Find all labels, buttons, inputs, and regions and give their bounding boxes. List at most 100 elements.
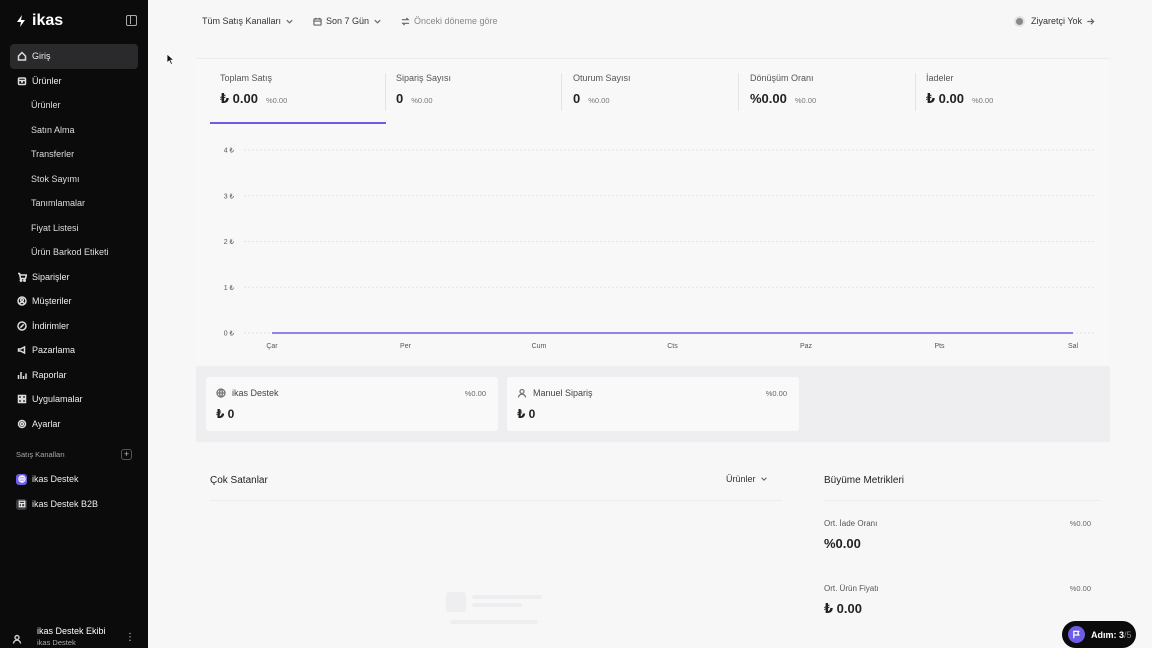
- logo-text: ikas: [32, 12, 64, 29]
- apps-icon: [16, 394, 27, 405]
- stat-change: %0.00: [588, 96, 610, 105]
- y-tick-label: 3 ₺: [224, 192, 235, 200]
- sidebar-collapse-icon[interactable]: [126, 15, 137, 26]
- compare-button[interactable]: Önceki döneme göre: [395, 8, 504, 34]
- x-tick-label: Paz: [800, 343, 813, 350]
- user-menu[interactable]: ikas Destek Ekibi ikas Destek ⋮: [12, 626, 136, 647]
- flag-icon: [1068, 626, 1085, 643]
- sidebar-item-12[interactable]: Pazarlama: [10, 338, 138, 363]
- mouse-cursor-icon: [166, 53, 175, 66]
- channel-ikas-destek-b2b[interactable]: ikas Destek B2B: [16, 496, 98, 512]
- sidebar-item-2[interactable]: Ürünler: [10, 93, 138, 118]
- best-sellers-filter-label: Ürünler: [726, 474, 756, 484]
- stat-session-count[interactable]: Oturum Sayısı 0 %0.00: [573, 73, 631, 113]
- sidebar-item-6[interactable]: Tanımlamalar: [10, 191, 138, 216]
- stat-label: Dönüşüm Oranı: [750, 73, 814, 83]
- sidebar-item-4[interactable]: Transferler: [10, 142, 138, 167]
- card-value: ₺ 0: [216, 407, 235, 421]
- channels-title: Satış Kanalları: [16, 450, 65, 459]
- card-value: ₺ 0: [517, 407, 536, 421]
- stat-returns[interactable]: İadeler ₺ 0.00 %0.00: [926, 73, 993, 113]
- box-icon: [16, 75, 27, 86]
- sidebar-item-1[interactable]: Ürünler: [10, 69, 138, 94]
- sidebar-item-11[interactable]: İndirimler: [10, 314, 138, 339]
- compare-label: Önceki döneme göre: [414, 16, 498, 26]
- sidebar-nav: Giriş Ürünler Ürünler Satın Alma Transferler…: [10, 44, 138, 436]
- sidebar-item-5[interactable]: Stok Sayımı: [10, 167, 138, 192]
- arrow-right-icon: [1087, 17, 1095, 25]
- globe-icon: [16, 473, 27, 485]
- date-filter-dropdown[interactable]: Son 7 Gün: [307, 8, 388, 34]
- y-tick-label: 0 ₺: [224, 330, 235, 338]
- user-icon: [517, 388, 527, 398]
- card-pct: %0.00: [765, 389, 787, 398]
- megaphone-icon: [16, 345, 27, 356]
- divider: [738, 73, 739, 111]
- channel-card-ikas-destek[interactable]: ikas Destek %0.00 ₺ 0: [206, 377, 498, 431]
- swap-icon: [401, 16, 410, 26]
- growth-metrics-panel: Büyüme Metrikleri Ort. İade Oranı %0.00 …: [810, 462, 1110, 648]
- active-tab-indicator: [210, 122, 386, 124]
- sidebar-item-label: Pazarlama: [32, 345, 76, 356]
- sidebar-item-7[interactable]: Fiyat Listesi: [10, 216, 138, 241]
- channel-card-manual-order[interactable]: Manuel Sipariş %0.00 ₺ 0: [507, 377, 799, 431]
- add-channel-button[interactable]: +: [121, 449, 132, 460]
- channel-filter-label: Tüm Satış Kanalları: [202, 16, 282, 26]
- sidebar-item-15[interactable]: Ayarlar: [10, 412, 138, 437]
- sidebar-item-14[interactable]: Uygulamalar: [10, 387, 138, 412]
- stat-change: %0.00: [794, 96, 817, 105]
- visitors-button[interactable]: Ziyaretçi Yok: [1010, 8, 1101, 34]
- channel-filter-dropdown[interactable]: Tüm Satış Kanalları: [196, 8, 300, 34]
- best-sellers-panel: Çok Satanlar Ürünler: [196, 462, 796, 648]
- sidebar-item-label: İndirimler: [32, 320, 70, 331]
- sidebar-item-label: Giriş: [32, 51, 51, 62]
- user-circle-icon: [16, 296, 27, 307]
- more-icon[interactable]: ⋮: [125, 632, 135, 643]
- sidebar-item-13[interactable]: Raporlar: [10, 363, 138, 388]
- sidebar-item-label: Ürünler: [32, 75, 62, 86]
- sidebar-item-label: Müşteriler: [32, 296, 72, 307]
- home-icon: [16, 51, 27, 62]
- chevron-down-icon: [760, 477, 767, 481]
- stat-value: ₺ 0.00: [926, 91, 964, 106]
- skeleton-box: [446, 592, 466, 612]
- sidebar-item-label: Fiyat Listesi: [31, 222, 79, 233]
- status-dot-icon: [1016, 17, 1023, 25]
- stat-total-sales[interactable]: Toplam Satış ₺ 0.00 %0.00: [220, 73, 287, 113]
- sidebar-item-9[interactable]: Siparişler: [10, 265, 138, 290]
- stat-label: İadeler: [926, 73, 954, 83]
- divider: [824, 500, 1100, 501]
- y-tick-label: 1 ₺: [224, 284, 235, 292]
- sidebar-item-label: Siparişler: [32, 271, 70, 282]
- growth-title: Büyüme Metrikleri: [824, 475, 905, 486]
- onboarding-step-button[interactable]: Adım: 3/5: [1062, 621, 1136, 648]
- divider: [915, 73, 916, 111]
- date-filter-label: Son 7 Gün: [326, 16, 370, 26]
- sidebar-item-0[interactable]: Giriş: [10, 44, 138, 69]
- logo[interactable]: ikas: [14, 12, 63, 30]
- channel-cards: ikas Destek %0.00 ₺ 0 Manuel Sipariş %0.…: [196, 366, 1110, 442]
- sidebar-item-8[interactable]: Ürün Barkod Etiketi: [10, 240, 138, 265]
- channels-header: Satış Kanalları +: [16, 449, 132, 460]
- card-label: Manuel Sipariş: [533, 388, 593, 398]
- sidebar-item-label: Tanımlamalar: [31, 198, 86, 209]
- sidebar-item-3[interactable]: Satın Alma: [10, 118, 138, 143]
- stat-change: %0.00: [971, 96, 994, 105]
- stat-value: 0: [573, 91, 581, 106]
- best-sellers-filter-dropdown[interactable]: Ürünler: [726, 474, 768, 484]
- discount-icon: [16, 320, 27, 331]
- y-tick-label: 4 ₺: [224, 147, 235, 155]
- sidebar-item-10[interactable]: Müşteriler: [10, 289, 138, 314]
- stat-order-count[interactable]: Sipariş Sayısı 0 %0.00: [396, 73, 451, 113]
- metric-label: Ort. İade Oranı: [824, 519, 878, 528]
- sales-chart: 0 ₺ 1 ₺ 2 ₺ 3 ₺ 4 ₺ Çar Per Cum Cts Paz Pts Sal: [224, 147, 1096, 350]
- metric-value: ₺ 0.00: [824, 601, 862, 616]
- sidebar-item-label: Ürünler: [31, 100, 61, 111]
- report-icon: [16, 369, 27, 380]
- chevron-down-icon: [286, 19, 293, 24]
- user-org: ikas Destek: [37, 638, 76, 647]
- best-sellers-title: Çok Satanlar: [210, 475, 268, 486]
- stat-conversion-rate[interactable]: Dönüşüm Oranı %0.00 %0.00: [750, 73, 816, 113]
- visitors-label: Ziyaretçi Yok: [1031, 16, 1083, 26]
- channel-ikas-destek[interactable]: ikas Destek: [16, 471, 79, 487]
